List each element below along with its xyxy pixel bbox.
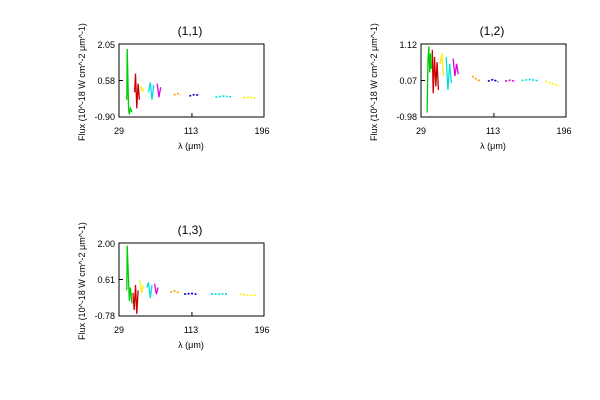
x-tick-label-left: 29 bbox=[114, 325, 124, 335]
series-line bbox=[471, 75, 482, 82]
series-line bbox=[153, 283, 159, 295]
panel-title: (1,3) bbox=[178, 223, 203, 237]
series-line bbox=[521, 78, 539, 82]
x-tick-label-right: 196 bbox=[556, 126, 571, 136]
series-line bbox=[133, 73, 141, 109]
series-line bbox=[239, 293, 258, 297]
panel-1-1: (1,1) 2.05 0.58 -0.90 29 113 196 λ (μm) … bbox=[77, 23, 270, 151]
series-line bbox=[215, 95, 233, 98]
series-line bbox=[156, 83, 162, 98]
x-axis-label: λ (μm) bbox=[178, 141, 204, 151]
series-line bbox=[439, 53, 445, 77]
chart-marks bbox=[118, 43, 265, 118]
y-tick-label-top: 1.12 bbox=[399, 40, 417, 50]
series-line bbox=[173, 92, 181, 96]
series-line bbox=[243, 96, 258, 100]
y-tick-label-top: 2.00 bbox=[97, 239, 115, 249]
y-tick-label-top: 2.05 bbox=[97, 40, 115, 50]
panel-1-2: (1,2) 1.12 0.07 -0.98 29 113 196 λ (μm) … bbox=[369, 23, 572, 151]
x-tick-label-right: 196 bbox=[254, 126, 269, 136]
series-line bbox=[452, 58, 459, 77]
series-line bbox=[147, 82, 155, 100]
y-tick-label-mid: 0.61 bbox=[97, 275, 115, 285]
y-axis-label: Flux (10^-18 W cm^-2 μm^-1) bbox=[77, 23, 87, 141]
x-tick-label-left: 29 bbox=[416, 126, 426, 136]
y-axis-label: Flux (10^-18 W cm^-2 μm^-1) bbox=[369, 23, 379, 141]
series-line bbox=[140, 85, 145, 93]
series-line bbox=[139, 279, 144, 294]
x-axis-label: λ (μm) bbox=[480, 141, 506, 151]
x-axis-label: λ (μm) bbox=[178, 340, 204, 350]
series-line bbox=[426, 46, 433, 113]
series-line bbox=[544, 80, 560, 87]
plot-frame bbox=[118, 43, 265, 118]
y-tick-label-bottom: -0.90 bbox=[94, 112, 115, 122]
series-line bbox=[132, 284, 139, 314]
x-tick-label-mid: 113 bbox=[184, 325, 198, 335]
series-line bbox=[445, 56, 453, 90]
y-axis-label: Flux (10^-18 W cm^-2 μm^-1) bbox=[77, 222, 87, 340]
series-line bbox=[431, 49, 440, 94]
x-tick-label-right: 196 bbox=[254, 325, 269, 335]
y-tick-label-mid: 0.58 bbox=[97, 76, 115, 86]
panel-title: (1,2) bbox=[480, 24, 505, 38]
plot-frame bbox=[118, 242, 265, 317]
series-line bbox=[210, 292, 229, 296]
chart-marks bbox=[118, 242, 265, 317]
panel-title: (1,1) bbox=[178, 24, 203, 38]
x-tick-label-mid: 113 bbox=[486, 126, 500, 136]
chart-marks bbox=[420, 43, 567, 118]
x-tick-label-left: 29 bbox=[114, 126, 124, 136]
series-line bbox=[169, 289, 180, 294]
panel-1-3: (1,3) 2.00 0.61 -0.78 29 113 196 λ (μm) … bbox=[77, 222, 270, 350]
plot-frame bbox=[420, 43, 567, 118]
series-line bbox=[505, 79, 516, 83]
x-tick-label-mid: 113 bbox=[184, 126, 198, 136]
series-line bbox=[184, 292, 199, 296]
y-tick-label-mid: 0.07 bbox=[399, 76, 417, 86]
series-line bbox=[487, 78, 499, 83]
series-line bbox=[146, 282, 153, 299]
series-line bbox=[126, 245, 133, 304]
y-tick-label-bottom: -0.98 bbox=[396, 112, 417, 122]
series-line bbox=[189, 93, 200, 97]
series-line bbox=[126, 48, 133, 115]
y-tick-label-bottom: -0.78 bbox=[94, 311, 115, 321]
